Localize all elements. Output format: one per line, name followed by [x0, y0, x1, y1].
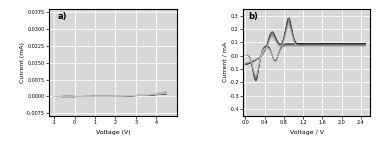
- X-axis label: Voltage (V): Voltage (V): [96, 130, 130, 135]
- Y-axis label: Current / mA: Current / mA: [223, 42, 228, 82]
- X-axis label: Voltage / V: Voltage / V: [290, 130, 324, 135]
- Y-axis label: Current (mA): Current (mA): [20, 42, 25, 83]
- Text: b): b): [248, 12, 258, 21]
- Text: a): a): [58, 12, 68, 21]
